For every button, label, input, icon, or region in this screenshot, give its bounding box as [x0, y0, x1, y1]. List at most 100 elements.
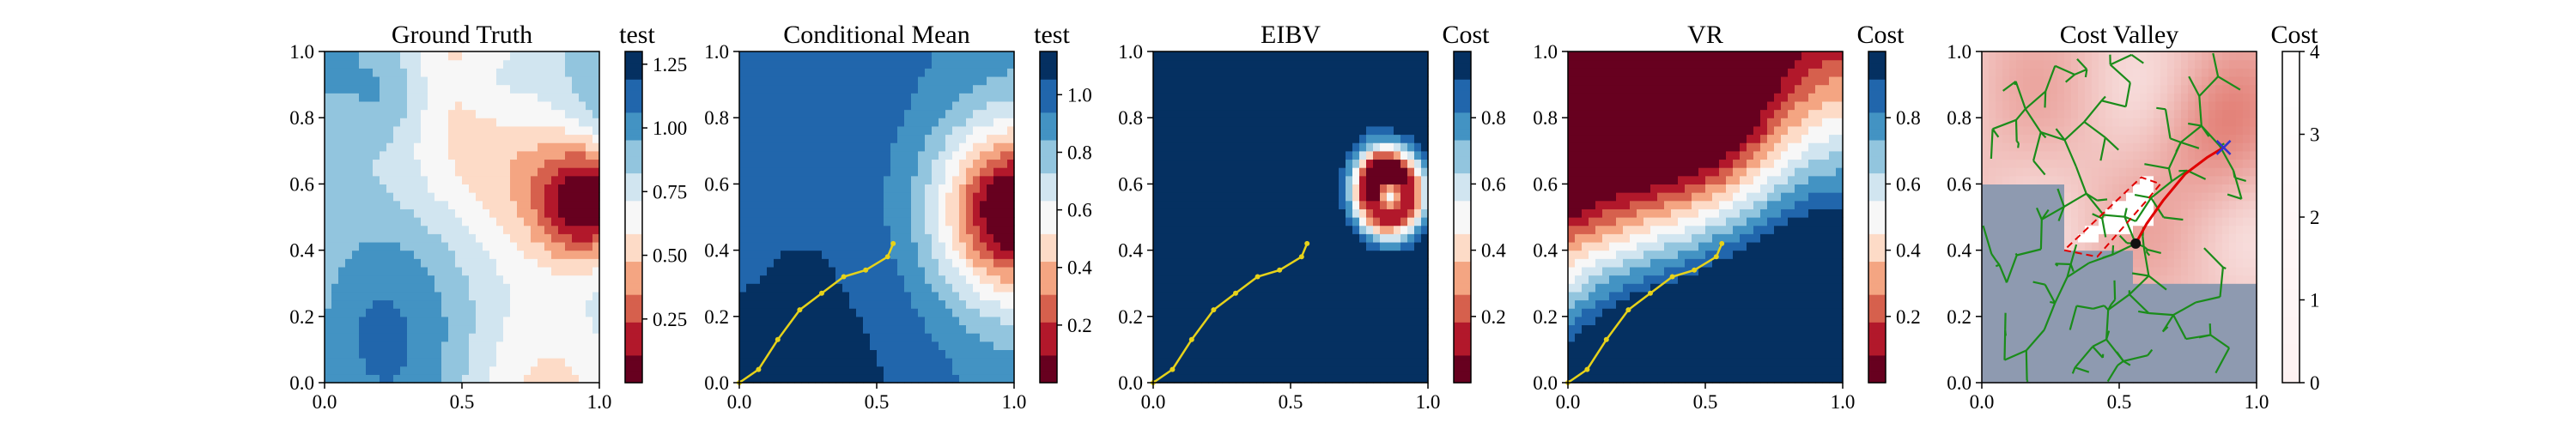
- heatmap-cell: [911, 308, 919, 317]
- heatmap-cell: [572, 250, 580, 259]
- heatmap-cell: [524, 291, 532, 301]
- heatmap-cell: [835, 308, 843, 317]
- heatmap-cell: [787, 76, 795, 86]
- heatmap-cell: [476, 366, 483, 375]
- heatmap-cell: [1366, 266, 1374, 276]
- heatmap-cell: [1194, 366, 1202, 375]
- heatmap-cell: [517, 150, 525, 160]
- heatmap-cell: [455, 84, 463, 94]
- heatmap-cell: [739, 217, 747, 227]
- heatmap-cell: [987, 366, 994, 375]
- heatmap-cell: [441, 200, 449, 209]
- heatmap-cell: [1256, 68, 1264, 77]
- heatmap-cell: [414, 200, 422, 209]
- heatmap-cell: [787, 333, 795, 342]
- heatmap-cell: [835, 349, 843, 359]
- heatmap-cell: [1277, 159, 1285, 168]
- heatmap-cell: [835, 266, 843, 276]
- heatmap-cell: [767, 84, 775, 94]
- heatmap-cell: [510, 208, 518, 218]
- heatmap-cell: [1208, 341, 1216, 350]
- heatmap-cell: [551, 100, 559, 111]
- heatmap-cell: [753, 68, 761, 77]
- heatmap-cell: [987, 142, 994, 152]
- heatmap-cell: [1222, 68, 1230, 77]
- heatmap-cell: [808, 167, 816, 177]
- heatmap-cell: [462, 118, 470, 127]
- heatmap-cell: [973, 109, 981, 118]
- heatmap-cell: [1318, 366, 1326, 375]
- heatmap-cell: [767, 283, 775, 293]
- heatmap-cell: [1181, 200, 1188, 209]
- heatmap-cell: [1256, 341, 1264, 350]
- heatmap-cell: [1153, 316, 1161, 326]
- heatmap-cell: [503, 125, 511, 136]
- heatmap-cell: [1325, 109, 1333, 118]
- heatmap-cell: [325, 167, 332, 177]
- heatmap-cell: [510, 275, 518, 284]
- heatmap-cell: [1215, 266, 1223, 276]
- heatmap-cell: [1346, 241, 1353, 251]
- heatmap-cell: [1421, 299, 1429, 309]
- heatmap-cell: [489, 241, 497, 251]
- heatmap-cell: [393, 291, 401, 301]
- heatmap-cell: [469, 291, 477, 301]
- heatmap-cell: [787, 150, 795, 160]
- heatmap-cell: [980, 118, 987, 127]
- heatmap-cell: [503, 341, 511, 350]
- heatmap-cell: [842, 84, 850, 94]
- heatmap-cell: [462, 208, 470, 218]
- heatmap-cell: [884, 68, 891, 77]
- heatmap-cell: [1311, 51, 1319, 61]
- heatmap-cell: [1373, 167, 1381, 177]
- heatmap-cell: [1373, 100, 1381, 111]
- colorbar-segment: [1040, 134, 1057, 141]
- heatmap-cell: [524, 233, 532, 243]
- heatmap-cell: [1339, 167, 1346, 177]
- heatmap-cell: [746, 167, 754, 177]
- heatmap-cell: [345, 291, 353, 301]
- heatmap-cell: [441, 93, 449, 102]
- heatmap-cell: [993, 291, 1001, 301]
- heatmap-cell: [1256, 93, 1264, 102]
- heatmap-cell: [551, 51, 559, 61]
- heatmap-cell: [531, 283, 538, 293]
- heatmap-cell: [911, 241, 919, 251]
- heatmap-cell: [1346, 51, 1353, 61]
- heatmap-cell: [739, 258, 747, 268]
- heatmap-cell: [393, 208, 401, 218]
- heatmap-cell: [753, 51, 761, 61]
- heatmap-cell: [1000, 118, 1008, 127]
- heatmap-cell: [1352, 275, 1360, 284]
- heatmap-cell: [579, 291, 586, 301]
- heatmap-cell: [966, 291, 974, 301]
- heatmap-cell: [1400, 324, 1408, 334]
- heatmap-cell: [870, 316, 878, 326]
- heatmap-cell: [767, 275, 775, 284]
- heatmap-cell: [1346, 208, 1353, 218]
- heatmap-cell: [987, 291, 994, 301]
- heatmap-cell: [407, 184, 415, 193]
- heatmap-cell: [483, 308, 490, 317]
- heatmap-cell: [739, 241, 747, 251]
- heatmap-cell: [325, 333, 332, 342]
- heatmap-cell: [1181, 59, 1188, 69]
- heatmap-cell: [1208, 358, 1216, 367]
- heatmap-cell: [856, 366, 864, 375]
- heatmap-cell: [1229, 208, 1236, 218]
- heatmap-cell: [1414, 84, 1422, 94]
- colorbar-segment: [1040, 233, 1057, 240]
- heatmap-cell: [1181, 100, 1188, 111]
- heatmap-cell: [987, 192, 994, 202]
- heatmap-cell: [835, 192, 843, 202]
- heatmap-cell: [1153, 134, 1161, 143]
- heatmap-cell: [586, 266, 593, 276]
- heatmap-cell: [1311, 241, 1319, 251]
- heatmap-cell: [380, 241, 387, 251]
- heatmap-cell: [1270, 142, 1278, 152]
- heatmap-cell: [932, 241, 939, 251]
- heatmap-cell: [760, 275, 768, 284]
- colorbar-segment: [1040, 51, 1057, 58]
- heatmap-cell: [558, 341, 566, 350]
- heatmap-cell: [822, 93, 829, 102]
